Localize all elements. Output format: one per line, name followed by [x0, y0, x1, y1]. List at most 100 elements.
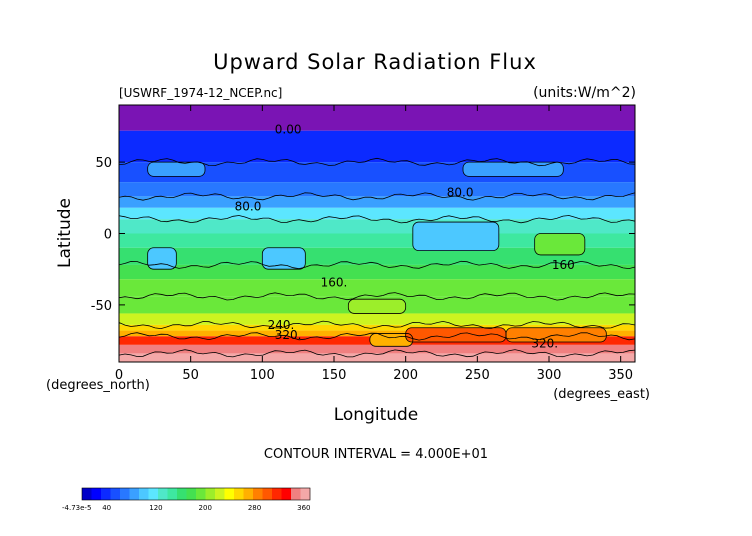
contour-line [147, 161, 206, 177]
flux-band [119, 105, 635, 131]
flux-band [119, 264, 635, 280]
x-axis-ticks: 0 50 100 150 200 250 300 350 [115, 105, 633, 383]
colorbar-swatch [148, 488, 159, 500]
colorbar-swatch [262, 488, 273, 500]
source-file-label: [USWRF_1974-12_NCEP.nc] [119, 86, 282, 100]
contour-line [347, 298, 407, 314]
x-tick-label: 250 [465, 368, 490, 383]
colorbar-swatch [291, 488, 301, 500]
contour-label: 160 [552, 258, 575, 272]
units-label: (units:W/m^2) [533, 85, 636, 101]
colorbar: -4.73e-5 40 120 200 280 360 [62, 487, 311, 512]
contour-label: 320. [275, 328, 302, 342]
flux-band [119, 182, 635, 197]
y-axis-label: Latitude [55, 198, 75, 268]
contour-line [118, 332, 636, 341]
colorbar-frame [81, 487, 311, 501]
x-tick-label: 100 [250, 368, 275, 383]
colorbar-min-label: -4.73e-5 [62, 504, 91, 512]
contour-line [118, 260, 636, 270]
flux-band [119, 219, 635, 234]
flux-band [119, 344, 635, 354]
colorbar-swatch [300, 488, 311, 500]
colorbar-swatch [205, 488, 216, 500]
contour-label: 320. [531, 337, 558, 351]
contour-line [118, 192, 636, 201]
flux-anomaly [147, 162, 205, 177]
colorbar-swatch [215, 488, 225, 500]
contour-label: 80.0 [235, 200, 262, 214]
contour-line [462, 161, 564, 177]
contour-label: 0.00 [275, 123, 302, 137]
x-axis-label: Longitude [334, 405, 419, 425]
flux-band [119, 233, 635, 248]
colorbar-swatch [82, 488, 92, 500]
colorbar-swatch [139, 488, 149, 500]
flux-band [119, 313, 635, 325]
colorbar-tick-label: 40 [102, 504, 111, 512]
flux-band [119, 196, 635, 208]
contour-line [118, 157, 636, 167]
x-tick-label: 350 [608, 368, 633, 383]
colorbar-swatch [101, 488, 111, 500]
colorbar-swatch [281, 488, 292, 500]
x-tick-label: 50 [182, 368, 199, 383]
colorbar-swatch [253, 488, 263, 500]
colorbar-tick-label: 200 [199, 504, 212, 512]
colorbar-swatch [224, 488, 235, 500]
colorbar-tick-label: 360 [297, 504, 310, 512]
flux-field [119, 105, 635, 362]
contour-line [147, 247, 177, 270]
flux-band [119, 207, 635, 220]
colorbar-tick-label: 120 [149, 504, 162, 512]
contour-line [261, 247, 306, 270]
colorbar-swatch [167, 488, 178, 500]
colorbar-swatch [120, 488, 130, 500]
contour-label: 80.0 [447, 185, 474, 199]
contour-lines [118, 157, 636, 358]
y-tick-label: 0 [104, 228, 112, 243]
y-axis-unit-label: (degrees_north) [46, 378, 150, 393]
colorbar-swatch [129, 488, 140, 500]
contour-line [118, 349, 636, 358]
contour-line [118, 320, 636, 330]
colorbar-tick-label: 280 [248, 504, 261, 512]
colorbar-swatch [234, 488, 244, 500]
contour-line [369, 333, 414, 347]
flux-band [119, 324, 635, 331]
y-tick-label: -50 [91, 299, 112, 314]
colorbar-swatch [186, 488, 197, 500]
flux-anomaly [262, 247, 306, 270]
colorbar-swatch [243, 488, 254, 500]
flux-band [119, 279, 635, 297]
flux-anomaly [405, 327, 506, 343]
flux-anomaly [147, 247, 177, 270]
x-axis-unit-label: (degrees_east) [553, 387, 650, 402]
contour-line [118, 215, 636, 224]
y-tick-label: 50 [95, 156, 112, 171]
colorbar-swatch [177, 488, 187, 500]
colorbar-swatch [91, 488, 102, 500]
contour-label: 240. [268, 318, 295, 332]
flux-band [119, 130, 635, 163]
colorbar-swatch [272, 488, 282, 500]
colorbar-swatch [110, 488, 121, 500]
contour-label: 160. [321, 275, 348, 289]
x-tick-label: 300 [537, 368, 562, 383]
colorbar-swatch [196, 488, 206, 500]
colorbar-swatch [158, 488, 168, 500]
y-axis-ticks: -50 0 50 [91, 156, 635, 314]
chart-title: Upward Solar Radiation Flux [213, 50, 537, 74]
flux-anomaly [348, 299, 406, 314]
contour-line [534, 233, 586, 256]
x-tick-label: 150 [322, 368, 347, 383]
flux-anomaly [534, 233, 585, 255]
contour-interval-text: CONTOUR INTERVAL = 4.000E+01 [264, 447, 488, 462]
flux-anomaly [412, 222, 499, 251]
x-tick-label: 0 [115, 368, 123, 383]
flux-band [119, 353, 635, 362]
x-tick-label: 200 [393, 368, 418, 383]
contour-line [412, 221, 500, 252]
contour-line [505, 327, 607, 343]
